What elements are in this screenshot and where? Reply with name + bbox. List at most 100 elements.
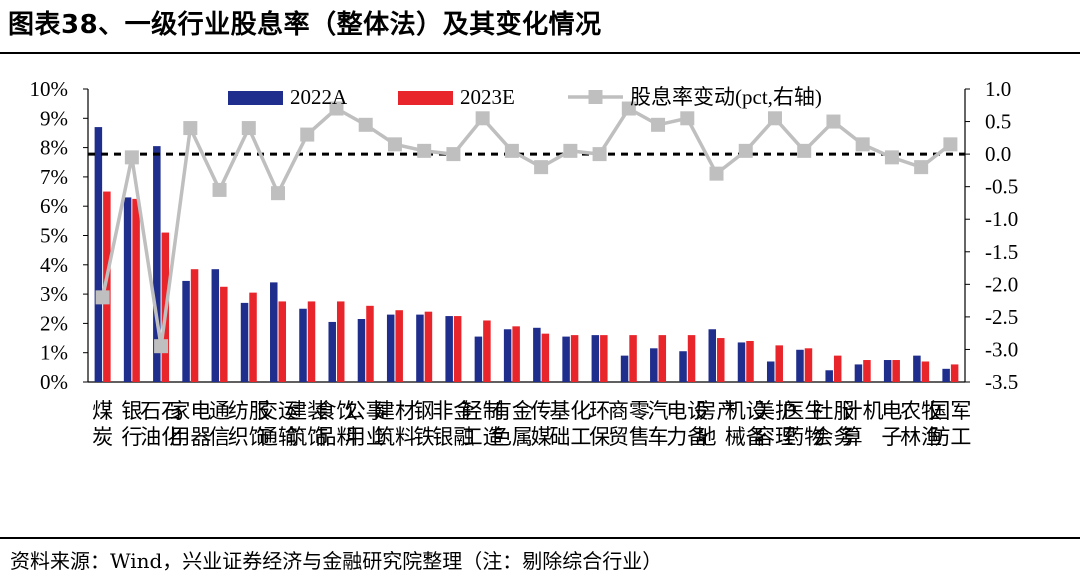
bar-2022a bbox=[123, 197, 132, 382]
bar-2023e bbox=[512, 326, 520, 382]
left-tick-label: 4% bbox=[40, 253, 68, 277]
right-tick-label: -2.5 bbox=[985, 305, 1018, 329]
dividend-change-marker bbox=[417, 143, 432, 158]
dividend-change-marker bbox=[767, 111, 782, 126]
right-tick-label: -3.5 bbox=[985, 370, 1018, 394]
bar-2022a bbox=[883, 360, 892, 382]
category-label: 环保 bbox=[589, 399, 610, 449]
bar-2023e bbox=[892, 360, 900, 382]
dividend-change-marker bbox=[592, 147, 607, 162]
bar-2022a bbox=[357, 319, 366, 382]
bar-2023e bbox=[863, 360, 871, 382]
chart-title: 图表38、一级行业股息率（整体法）及其变化情况 bbox=[8, 10, 602, 40]
bar-2023e bbox=[775, 345, 783, 382]
bar-2022a bbox=[533, 327, 541, 382]
bar-2023e bbox=[307, 301, 316, 382]
bar-2022a bbox=[299, 308, 307, 382]
bar-2022a bbox=[211, 269, 220, 382]
bar-2023e bbox=[950, 364, 959, 382]
category-label: 公用事业 bbox=[345, 399, 387, 449]
left-tick-label: 2% bbox=[40, 311, 68, 335]
bar-2023e bbox=[249, 292, 257, 382]
category-label: 医药生物 bbox=[783, 399, 825, 449]
dividend-change-marker bbox=[651, 117, 666, 132]
legend-label-2022a: 2022A bbox=[290, 85, 348, 109]
dividend-change-marker bbox=[621, 101, 636, 116]
bar-2022a bbox=[328, 321, 336, 382]
bar-2022a bbox=[679, 351, 687, 382]
left-tick-label: 6% bbox=[40, 194, 68, 218]
dividend-change-marker bbox=[95, 290, 110, 305]
dividend-change-marker bbox=[212, 182, 227, 197]
category-label: 钢铁 bbox=[414, 399, 435, 449]
bar-2023e bbox=[278, 301, 287, 382]
bar-2022a bbox=[94, 127, 103, 382]
category-label: 纺织服饰 bbox=[228, 399, 270, 449]
right-tick-label: 0.0 bbox=[985, 142, 1011, 166]
category-label: 建筑材料 bbox=[374, 399, 416, 449]
dividend-change-marker bbox=[797, 143, 812, 158]
title-divider bbox=[0, 52, 1080, 54]
bar-2022a bbox=[942, 368, 950, 382]
source-divider bbox=[0, 537, 1080, 539]
category-label: 非银金融 bbox=[432, 399, 474, 449]
dividend-change-marker bbox=[446, 147, 461, 162]
bar-2023e bbox=[132, 198, 140, 382]
left-tick-label: 10% bbox=[30, 77, 69, 101]
category-label: 交通运输 bbox=[257, 399, 299, 449]
bar-2022a bbox=[708, 329, 717, 382]
dividend-yield-chart: 0% 1% 2% 3% 4% 5% 6% 7% 8% 9% 10% -3.5 -3.0 -2.5 -2.0 -… bbox=[30, 77, 1019, 449]
bar-2022a bbox=[854, 364, 863, 382]
bar-2023e bbox=[570, 335, 579, 382]
bar-2023e bbox=[190, 269, 199, 382]
dividend-change-marker bbox=[387, 137, 402, 152]
legend-label-2023e: 2023E bbox=[460, 85, 515, 109]
bar-2023e bbox=[366, 305, 374, 382]
category-label: 传媒 bbox=[531, 399, 552, 449]
bar-2023e bbox=[453, 316, 462, 382]
category-label: 银行 bbox=[121, 399, 142, 449]
bar-2023e bbox=[220, 286, 228, 382]
category-label: 石油石化 bbox=[140, 399, 182, 449]
legend-label-change: 股息率变动(pct,右轴) bbox=[630, 85, 822, 109]
dividend-change-marker bbox=[943, 137, 958, 152]
bar-2023e bbox=[600, 335, 608, 382]
category-label: 煤炭 bbox=[92, 399, 113, 449]
bar-2023e bbox=[395, 310, 403, 382]
right-tick-label: -0.5 bbox=[985, 175, 1018, 199]
left-tick-label: 0% bbox=[40, 370, 68, 394]
category-label: 社会服务 bbox=[812, 399, 854, 449]
bar-2023e bbox=[717, 338, 725, 382]
bar-2022a bbox=[416, 314, 424, 382]
right-tick-label: -3.0 bbox=[985, 337, 1018, 361]
category-label: 基础化工 bbox=[549, 399, 591, 449]
bar-2022a bbox=[562, 336, 570, 382]
category-label: 电子 bbox=[881, 399, 902, 449]
left-tick-label: 8% bbox=[40, 136, 68, 160]
category-label: 家用电器 bbox=[169, 399, 211, 449]
bar-2022a bbox=[650, 348, 658, 382]
bar-2023e bbox=[103, 191, 111, 382]
dividend-change-marker bbox=[300, 127, 315, 142]
dividend-change-marker bbox=[563, 143, 578, 158]
right-tick-label: -2.0 bbox=[985, 272, 1018, 296]
left-tick-label: 7% bbox=[40, 165, 68, 189]
dividend-change-marker bbox=[475, 111, 490, 126]
category-label: 食品饮料 bbox=[315, 399, 357, 449]
bar-2022a bbox=[766, 361, 775, 382]
bar-2022a bbox=[796, 349, 804, 382]
right-tick-label: 0.5 bbox=[985, 110, 1011, 134]
dividend-change-marker bbox=[534, 160, 549, 175]
category-label: 农林牧渔 bbox=[900, 399, 942, 449]
category-label: 国防军工 bbox=[929, 399, 971, 449]
bar-2022a bbox=[620, 355, 629, 382]
legend-swatch-2022a bbox=[228, 91, 283, 105]
dividend-change-marker bbox=[183, 121, 198, 136]
bar-2022a bbox=[591, 335, 600, 382]
right-tick-label: 1.0 bbox=[985, 77, 1011, 101]
bar-2022a bbox=[503, 329, 512, 382]
bar-2022a bbox=[474, 336, 483, 382]
right-tick-label: -1.0 bbox=[985, 207, 1018, 231]
bar-2023e bbox=[746, 340, 754, 382]
dividend-change-marker bbox=[358, 117, 373, 132]
